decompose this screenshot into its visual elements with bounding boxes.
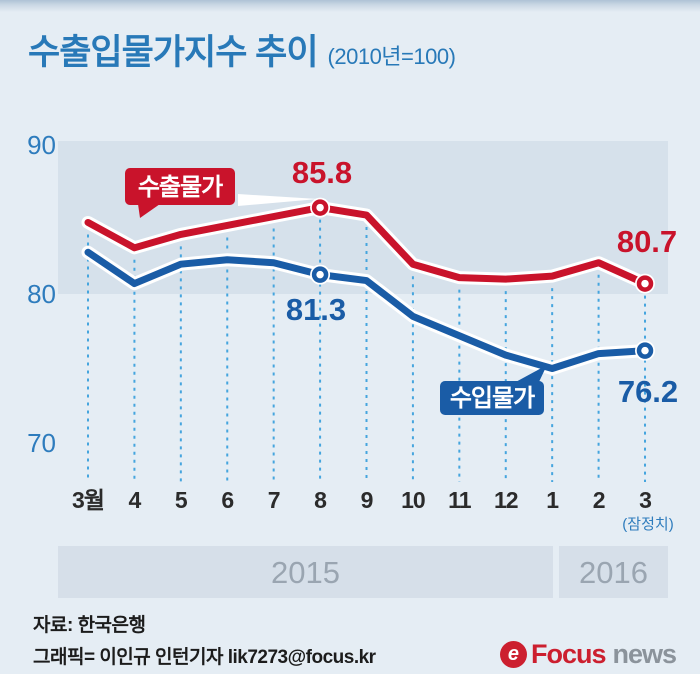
x-axis-label: 10 <box>401 487 425 513</box>
value-label: 76.2 <box>618 374 678 409</box>
chart-header: 수출입물가지수 추이 (2010년=100) <box>28 24 456 75</box>
y-axis-label: 90 <box>27 130 56 160</box>
x-axis-label: 7 <box>268 487 280 513</box>
focusnews-logo-secondary: news <box>612 638 677 669</box>
export-callout <box>125 168 235 205</box>
page-subtitle: (2010년=100) <box>327 44 456 69</box>
y-axis-label: 70 <box>27 428 56 458</box>
export-callout-label: 수출물가 <box>138 174 223 201</box>
data-point-marker <box>311 266 329 283</box>
year-band-2016 <box>559 546 668 598</box>
value-label: 80.7 <box>617 224 677 259</box>
page-title: 수출입물가지수 추이 <box>28 33 319 72</box>
credit-note: 그래픽= 이인규 인턴기자 lik7273@focus.kr <box>33 647 376 668</box>
x-axis-label: 6 <box>221 487 233 513</box>
x-axis-label: 3 <box>639 487 651 513</box>
top-accent-strip <box>0 0 700 12</box>
series-line <box>84 204 649 288</box>
source-note: 자료: 한국은행 <box>33 615 146 636</box>
x-axis-label: 12 <box>494 487 518 513</box>
import-callout-tail <box>512 365 547 384</box>
value-label: 81.3 <box>286 292 346 327</box>
export-callout-tail <box>138 204 160 218</box>
focusnews-logo: e Focus news <box>499 638 677 669</box>
year-band-label: 2015 <box>271 555 340 590</box>
x-axis-label: 1 <box>546 487 559 513</box>
focusnews-logo-icon: e <box>499 640 527 668</box>
focusnews-logo-primary: Focus <box>530 638 607 669</box>
x-axis-label: 3월 <box>72 487 104 513</box>
year-band-label: 2016 <box>579 555 648 590</box>
x-axis-label: 5 <box>175 487 188 513</box>
x-axis-footnote: (잠정치) <box>622 516 673 533</box>
series-line <box>84 248 649 372</box>
x-axis-label: 9 <box>361 487 373 513</box>
x-axis-label: 4 <box>129 487 142 513</box>
import-callout-label: 수입물가 <box>450 385 535 412</box>
year-band-2015 <box>58 546 553 598</box>
data-point-marker <box>636 275 654 292</box>
data-point-marker <box>636 342 654 359</box>
x-axis-label: 8 <box>314 487 327 513</box>
import-callout <box>440 381 544 415</box>
value-label: 85.8 <box>292 155 352 190</box>
callout-pointer <box>238 194 318 206</box>
x-axis-label: 11 <box>448 487 472 513</box>
x-axis-label: 2 <box>593 487 605 513</box>
data-point-marker <box>311 199 329 216</box>
y-axis-label: 80 <box>27 279 56 309</box>
